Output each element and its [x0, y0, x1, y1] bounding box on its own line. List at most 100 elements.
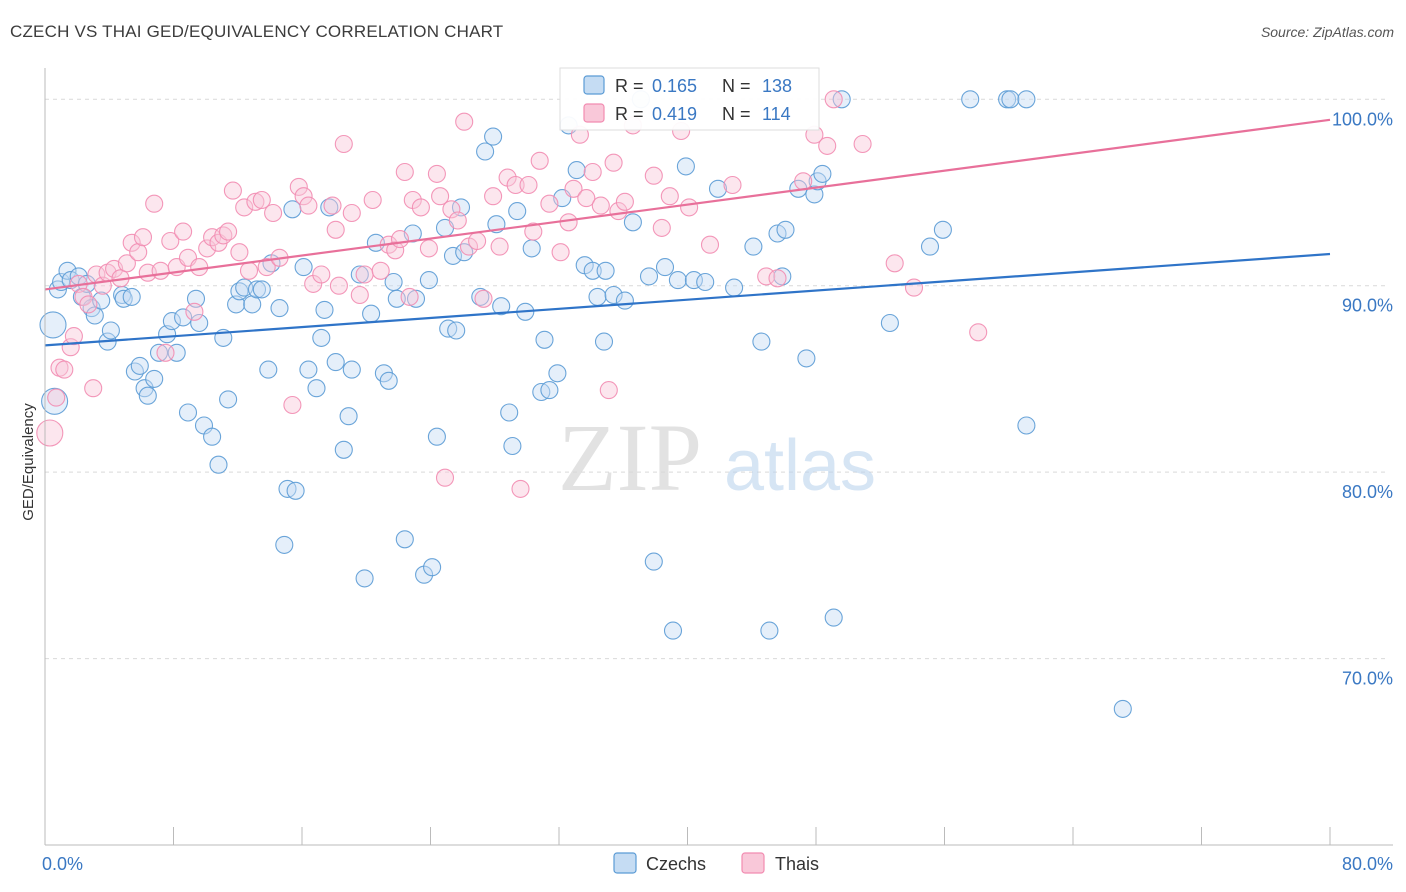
thais-point	[419, 239, 438, 258]
thais-point	[174, 222, 193, 241]
czechs-point	[744, 237, 763, 256]
thais-point	[185, 302, 204, 321]
legend-swatch-thais	[583, 103, 605, 123]
czechs-point	[920, 237, 940, 256]
thais-point	[511, 479, 530, 498]
axes-layer: 100.0% 90.0% 80.0% 70.0% 0.0% 80.0%	[42, 68, 1393, 874]
czechs-point	[334, 440, 353, 459]
thais-point	[577, 189, 596, 208]
thais-point	[246, 192, 265, 211]
czechs-point	[961, 90, 980, 109]
thais-point	[474, 289, 493, 308]
czechs-point	[275, 535, 294, 554]
czechs-point	[676, 157, 695, 176]
watermark-atlas: atlas	[724, 426, 876, 506]
czechs-point	[604, 285, 623, 305]
thais-point	[757, 267, 776, 286]
thais-point	[680, 198, 699, 217]
czechs-point	[663, 621, 683, 640]
thais-point	[230, 243, 249, 262]
czechs-point	[824, 608, 843, 627]
thais-point	[355, 265, 374, 284]
thais-point	[312, 265, 331, 284]
legend-bottom-swatch-czechs	[613, 852, 637, 874]
thais-point	[644, 166, 663, 185]
thais-point	[342, 203, 361, 223]
czechs-point	[1017, 90, 1036, 109]
thais-point	[559, 213, 578, 232]
thais-point	[79, 295, 98, 314]
thais-point	[386, 241, 405, 260]
thais-point	[723, 175, 742, 195]
thais-point	[768, 269, 787, 288]
czechs-trend-line	[44, 252, 1331, 347]
czechs-point	[725, 278, 744, 297]
legend-r-label-thais: R =	[615, 104, 644, 124]
czechs-point	[122, 287, 141, 306]
thais-point	[506, 175, 525, 195]
thais-point	[84, 379, 103, 398]
thais-point	[427, 164, 446, 183]
thais-point	[36, 419, 64, 447]
czechs-point	[162, 312, 181, 331]
czechs-point	[583, 261, 602, 280]
thais-point	[818, 136, 837, 155]
thais-point	[564, 179, 583, 198]
czechs-point	[1001, 90, 1020, 109]
thais-point	[435, 468, 455, 487]
thais-point	[853, 134, 872, 154]
watermark-zip: ZIP	[558, 404, 702, 511]
czechs-point	[455, 243, 474, 262]
thais-point	[969, 323, 988, 342]
thais-point	[235, 198, 254, 217]
thais-point	[885, 254, 904, 273]
thais-point	[133, 228, 153, 247]
thais-point	[283, 395, 302, 415]
x-tick-label: 80.0%	[1342, 854, 1393, 874]
thais-point	[334, 134, 353, 154]
czechs-point	[752, 332, 771, 351]
thais-point	[490, 237, 509, 256]
czechs-point	[639, 267, 659, 286]
source-label: Source: ZipAtlas.com	[1260, 24, 1394, 40]
legend-r-value-czechs: 0.165	[652, 76, 697, 96]
legend-bottom-swatch-thais	[741, 852, 765, 874]
legend-bottom-label-czechs: Czechs	[646, 854, 706, 874]
series-legend: Czechs Thais	[613, 852, 819, 874]
czechs-point	[696, 272, 715, 292]
czechs-point	[130, 356, 149, 375]
thais-point	[700, 235, 720, 254]
y-axis-label: GED/Equivalency	[20, 403, 37, 521]
czechs-point	[219, 390, 238, 409]
thais-point	[145, 194, 164, 213]
czechs-point	[423, 558, 442, 577]
czechs-point	[243, 295, 262, 314]
czechs-point	[350, 265, 369, 284]
czechs-point	[307, 379, 326, 398]
thais-point	[530, 151, 549, 170]
thais-point	[257, 258, 276, 277]
thais-point	[219, 222, 238, 241]
czechs-point	[668, 271, 687, 290]
czechs-point	[125, 362, 144, 381]
legend-n-label-thais: N =	[722, 104, 751, 124]
czechs-point	[286, 481, 305, 500]
thais-point	[794, 172, 813, 191]
thais-point	[395, 162, 414, 182]
czechs-point	[443, 246, 463, 265]
czechs-point	[190, 313, 209, 333]
thais-point	[323, 196, 342, 215]
thais-point	[299, 196, 318, 215]
thais-point	[583, 162, 602, 182]
czechs-point	[145, 369, 164, 388]
thais-point	[442, 200, 461, 219]
thais-point	[484, 187, 503, 206]
y-tick-label: 100.0%	[1332, 109, 1393, 129]
legend-n-value-thais: 114	[762, 104, 791, 124]
thais-point	[390, 230, 410, 249]
thais-point	[540, 194, 559, 213]
thais-point	[264, 203, 283, 223]
czechs-point	[427, 427, 446, 446]
czechs-point	[395, 530, 414, 549]
